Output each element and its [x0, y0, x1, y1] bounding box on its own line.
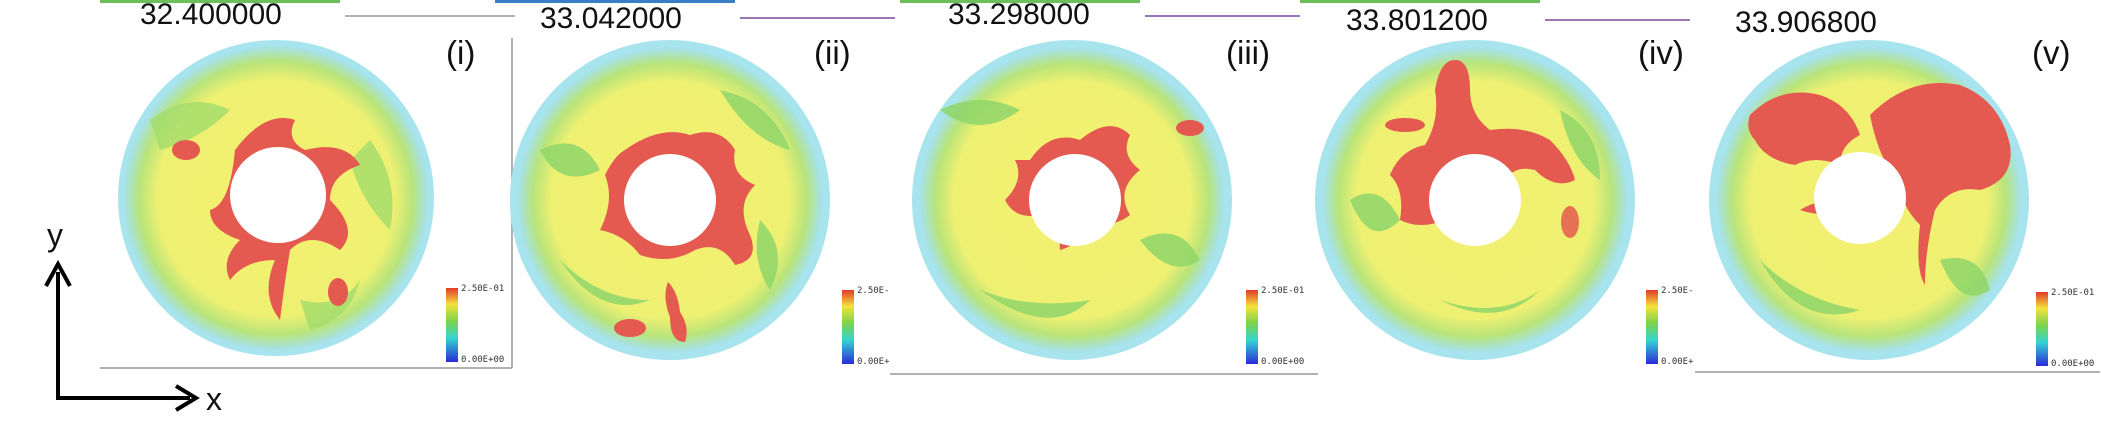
x-axis-label: x — [206, 381, 222, 417]
panel-label: (iii) — [1226, 34, 1270, 71]
inner-cylinder — [230, 147, 326, 243]
colorbar-min-label: 0.00E+00 — [2051, 359, 2094, 369]
red-blob — [328, 278, 348, 306]
colorbar — [842, 290, 854, 364]
red-blob — [1561, 206, 1579, 238]
colorbar-min-label: 0.00E+00 — [461, 355, 504, 365]
colorbar-max-label: 2.50E-01 — [2051, 288, 2094, 298]
panel-i: 32.400000 (i) 2.50E-01 0.00E+00 — [100, 0, 515, 369]
green-region — [720, 90, 790, 150]
green-region — [1350, 193, 1400, 232]
panel-top-strip-3 — [900, 0, 1140, 3]
panel-top-strip-4 — [1300, 0, 1540, 3]
green-region — [1440, 290, 1540, 313]
red-region — [1748, 92, 1860, 165]
panel-label: (ii) — [814, 34, 851, 71]
time-stamp: 33.801200 — [1346, 4, 1488, 37]
green-region — [980, 290, 1090, 318]
green-region — [560, 260, 650, 305]
panel-iv: 33.801200 (iv) 2.50E- 0.00E+ — [1300, 0, 1694, 367]
green-region — [1140, 233, 1200, 267]
red-blob — [172, 140, 200, 160]
colorbar-min-label: 0.00E+ — [1661, 357, 1694, 367]
colorbar — [1246, 290, 1258, 364]
inner-cylinder — [624, 154, 716, 246]
colorbar-max-label: 2.50E- — [1661, 286, 1694, 296]
colorbar-min-label: 0.00E+00 — [1261, 357, 1304, 367]
green-region — [756, 220, 778, 290]
time-stamp: 33.906800 — [1735, 6, 1877, 39]
time-stamp: 33.298000 — [948, 0, 1090, 31]
red-blob — [614, 319, 646, 337]
red-blob — [1385, 118, 1425, 132]
green-region — [1760, 260, 1860, 315]
inner-cylinder — [1814, 152, 1906, 244]
panel-iii: 33.298000 (iii) 2.50E-01 0.00E+00 — [890, 0, 1318, 375]
colorbar — [446, 288, 458, 362]
green-region — [540, 143, 600, 177]
colorbar-max-label: 2.50E-01 — [461, 284, 504, 294]
panel-label: (iv) — [1638, 34, 1684, 71]
green-region — [300, 280, 360, 330]
axes-indicator: y x — [44, 217, 222, 417]
red-streak — [665, 282, 687, 342]
green-region — [940, 100, 1020, 125]
green-region — [150, 102, 230, 150]
time-stamp: 33.042000 — [540, 2, 682, 35]
panel-top-strip-2 — [495, 0, 735, 3]
x-axis-arrowhead — [174, 384, 200, 412]
green-region — [350, 140, 393, 230]
panel-label: (i) — [446, 34, 475, 71]
panel-label: (v) — [2032, 34, 2070, 71]
inner-cylinder — [1029, 154, 1121, 246]
y-axis-label: y — [47, 217, 63, 253]
panel-ii: 33.042000 (ii) 2.50E- 0.00E+ — [495, 0, 895, 367]
colorbar-min-label: 0.00E+ — [857, 357, 890, 367]
panel-top-strip-1 — [100, 0, 340, 3]
colorbar-max-label: 2.50E-01 — [1261, 286, 1304, 296]
colorbar-max-label: 2.50E- — [857, 286, 890, 296]
y-axis-arrowhead — [44, 259, 72, 287]
green-region — [1560, 110, 1600, 180]
colorbar — [1646, 290, 1658, 364]
red-region — [1870, 83, 2011, 285]
red-blob — [1176, 120, 1204, 136]
green-region — [1940, 258, 1990, 296]
panel-v: 33.906800 (v) 2.50E-01 0.00E+00 — [1695, 6, 2100, 373]
colorbar — [2036, 292, 2048, 366]
time-stamp: 32.400000 — [140, 0, 282, 31]
inner-cylinder — [1429, 154, 1521, 246]
